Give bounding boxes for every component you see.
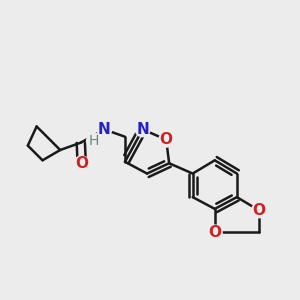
Circle shape — [87, 133, 101, 148]
Circle shape — [135, 122, 150, 137]
Text: H: H — [89, 134, 99, 148]
Text: N: N — [136, 122, 149, 137]
Circle shape — [159, 132, 174, 147]
Text: N: N — [98, 122, 111, 137]
Text: O: O — [252, 203, 266, 218]
Circle shape — [74, 156, 89, 171]
Text: O: O — [208, 225, 221, 240]
Text: O: O — [160, 132, 173, 147]
Text: O: O — [75, 156, 88, 171]
Circle shape — [97, 122, 112, 137]
Circle shape — [207, 225, 222, 240]
Circle shape — [252, 203, 266, 218]
